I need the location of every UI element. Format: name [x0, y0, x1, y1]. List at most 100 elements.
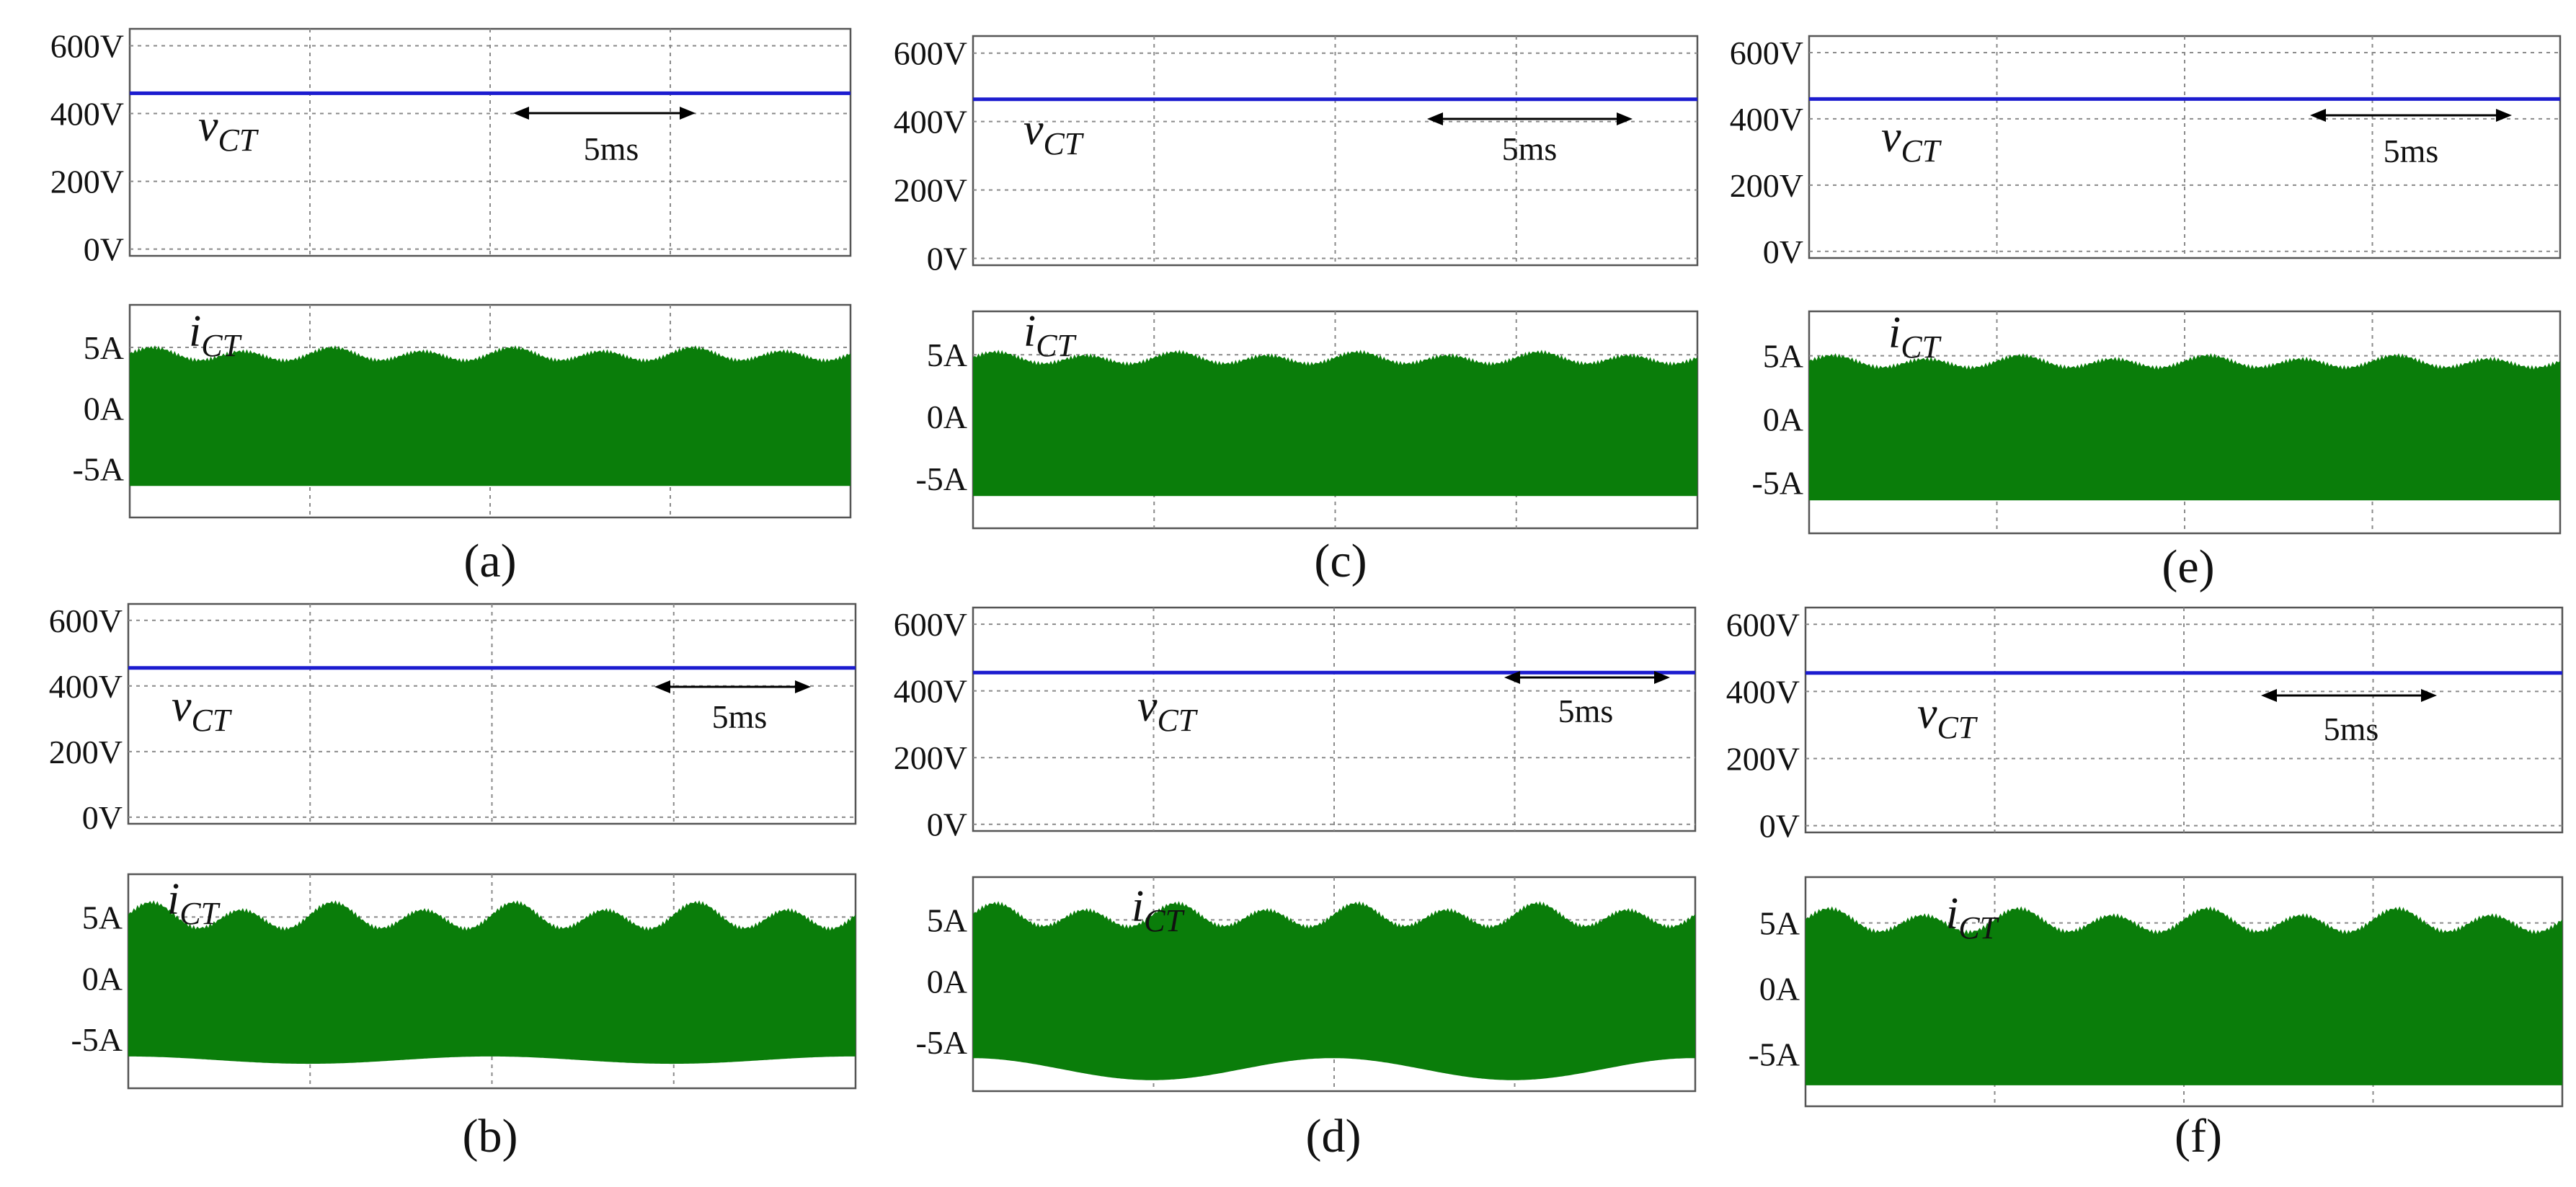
current-waveform-band: [1806, 906, 2562, 1085]
voltage-tick-label: 400V: [50, 96, 124, 133]
voltage-tick-label: 200V: [1726, 741, 1800, 778]
current-signal-label-subscript: CT: [1901, 329, 1942, 365]
voltage-tick-label: 0V: [82, 799, 123, 836]
voltage-tick-label: 400V: [894, 104, 967, 141]
voltage-signal-label-subscript: CT: [1158, 703, 1199, 738]
voltage-tick-label: 200V: [50, 164, 124, 200]
current-tick-label: 5A: [1763, 338, 1803, 375]
current-signal-label-subscript: CT: [201, 328, 242, 363]
panel-caption: (c): [1314, 535, 1367, 587]
time-scale-arrowhead-right: [795, 680, 811, 693]
time-scale-arrowhead-left: [1504, 671, 1520, 684]
current-tick-label: 0A: [84, 390, 124, 427]
current-tick-label: 0A: [927, 399, 967, 435]
voltage-tick-label: 200V: [894, 739, 967, 776]
panel-caption: (f): [2175, 1110, 2222, 1162]
current-tick-label: 5A: [927, 337, 967, 373]
voltage-tick-label: 600V: [894, 35, 967, 72]
time-scale-arrowhead-left: [513, 107, 529, 120]
panel-caption: (d): [1306, 1110, 1362, 1162]
current-waveform-band: [1809, 353, 2560, 501]
current-signal-label-subscript: CT: [1144, 903, 1185, 938]
time-scale-label: 5ms: [1502, 130, 1558, 167]
time-scale-arrowhead-right: [2496, 109, 2512, 122]
current-tick-label: -5A: [72, 451, 124, 488]
voltage-tick-label: 400V: [49, 668, 123, 705]
voltage-signal-label-subscript: CT: [1937, 710, 1978, 745]
voltage-signal-label-subscript: CT: [218, 123, 259, 158]
voltage-tick-label: 200V: [1730, 167, 1803, 204]
voltage-tick-label: 0V: [1759, 808, 1800, 845]
time-scale-arrowhead-right: [680, 107, 696, 120]
voltage-tick-label: 200V: [894, 172, 967, 209]
voltage-tick-label: 0V: [927, 806, 967, 843]
current-waveform-band: [973, 901, 1695, 1080]
current-waveform-band: [973, 350, 1697, 497]
current-tick-label: 0A: [82, 960, 123, 997]
voltage-signal-label-subscript: CT: [1044, 126, 1085, 161]
current-tick-label: -5A: [1748, 1036, 1800, 1072]
current-waveform-band: [130, 345, 850, 486]
current-tick-label: 5A: [927, 902, 967, 938]
current-signal-label-subscript: CT: [1958, 910, 1999, 946]
voltage-tick-label: 400V: [1726, 673, 1800, 710]
voltage-tick-label: 400V: [894, 673, 967, 710]
current-tick-label: -5A: [1751, 465, 1803, 502]
voltage-tick-label: 600V: [1730, 35, 1803, 71]
voltage-signal-label-subscript: CT: [192, 703, 233, 738]
voltage-tick-label: 0V: [84, 231, 124, 268]
voltage-tick-label: 200V: [49, 734, 123, 770]
voltage-tick-label: 400V: [1730, 101, 1803, 138]
current-tick-label: 5A: [84, 329, 124, 366]
time-scale-arrowhead-right: [1617, 112, 1633, 125]
voltage-tick-label: 600V: [49, 603, 123, 639]
current-waveform-band: [128, 900, 856, 1064]
voltage-tick-label: 600V: [1726, 606, 1800, 643]
voltage-tick-label: 600V: [50, 28, 124, 65]
time-scale-arrowhead-left: [1427, 112, 1443, 125]
time-scale-arrowhead-left: [2261, 689, 2277, 702]
current-tick-label: -5A: [71, 1021, 123, 1058]
current-signal-label-subscript: CT: [1036, 328, 1077, 363]
panel-caption: (b): [463, 1110, 518, 1162]
panel-caption: (a): [463, 535, 516, 587]
voltage-signal-label-subscript: CT: [1901, 133, 1942, 169]
current-tick-label: -5A: [915, 461, 967, 497]
time-scale-arrowhead-left: [2310, 109, 2326, 122]
time-scale-label: 5ms: [584, 130, 639, 167]
time-scale-label: 5ms: [712, 698, 768, 735]
current-tick-label: 5A: [1759, 905, 1800, 942]
voltage-tick-label: 0V: [1763, 234, 1803, 270]
current-tick-label: 0A: [1759, 970, 1800, 1007]
current-tick-label: 0A: [1763, 401, 1803, 438]
voltage-tick-label: 600V: [894, 606, 967, 643]
panel-caption: (e): [2162, 541, 2214, 593]
time-scale-arrowhead-left: [654, 680, 670, 693]
current-signal-label-subscript: CT: [179, 896, 221, 931]
voltage-tick-label: 0V: [927, 241, 967, 277]
current-tick-label: -5A: [915, 1024, 967, 1061]
time-scale-label: 5ms: [1558, 693, 1614, 729]
current-tick-label: 5A: [82, 899, 123, 935]
time-scale-arrowhead-right: [1654, 671, 1670, 684]
time-scale-label: 5ms: [2384, 133, 2439, 169]
